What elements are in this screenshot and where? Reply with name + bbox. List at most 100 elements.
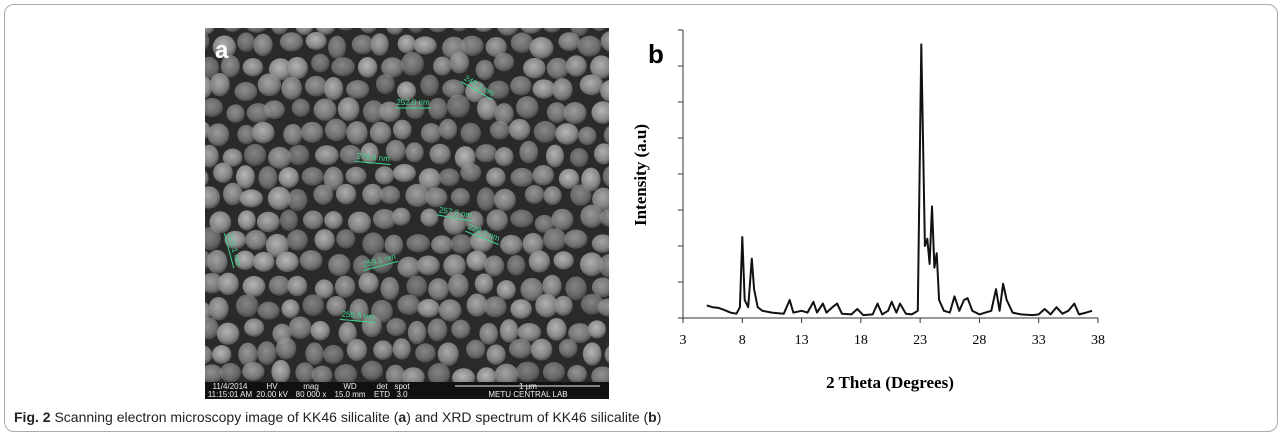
grain bbox=[476, 187, 496, 212]
grain bbox=[235, 294, 259, 318]
grain bbox=[331, 57, 355, 77]
grain bbox=[551, 208, 574, 231]
grain bbox=[258, 166, 278, 190]
measurement-line bbox=[223, 233, 235, 269]
grain bbox=[283, 123, 303, 146]
grain bbox=[510, 76, 532, 96]
grain bbox=[205, 144, 219, 168]
x-axis-label: 2 Theta (Degrees) bbox=[826, 373, 954, 392]
grain bbox=[278, 167, 300, 188]
grain bbox=[242, 275, 266, 297]
grain bbox=[375, 73, 395, 95]
grain bbox=[323, 166, 344, 191]
grain bbox=[220, 55, 240, 78]
grain bbox=[314, 229, 335, 251]
lab-name: METU CENTRAL LAB bbox=[488, 390, 567, 399]
grain bbox=[554, 295, 573, 316]
grain bbox=[542, 274, 562, 298]
grain bbox=[265, 233, 289, 258]
figure-frame bbox=[4, 4, 1278, 432]
grain bbox=[530, 338, 553, 361]
grain bbox=[417, 299, 440, 318]
grain bbox=[534, 214, 554, 233]
grain bbox=[324, 118, 348, 142]
grain bbox=[449, 51, 470, 74]
caption-ref: a bbox=[398, 409, 407, 425]
grain bbox=[578, 126, 597, 146]
grain bbox=[529, 36, 554, 59]
grain bbox=[494, 363, 519, 382]
grain bbox=[275, 337, 297, 360]
grain bbox=[291, 98, 311, 117]
x-tick-label: 13 bbox=[795, 333, 809, 348]
grain bbox=[244, 318, 265, 337]
grain bbox=[405, 142, 424, 163]
grain bbox=[520, 28, 542, 34]
info-cell: 11:15:01 AM bbox=[208, 390, 253, 399]
grain bbox=[339, 144, 362, 165]
grain bbox=[433, 56, 452, 76]
grain bbox=[542, 362, 566, 382]
grain bbox=[507, 254, 526, 276]
grain bbox=[391, 207, 411, 226]
grain bbox=[205, 226, 221, 251]
grain bbox=[460, 122, 481, 144]
grain bbox=[357, 57, 378, 78]
grain bbox=[438, 118, 458, 140]
info-cell: 20.00 kV bbox=[256, 390, 288, 399]
grain bbox=[592, 28, 606, 32]
grain bbox=[257, 341, 277, 366]
grain bbox=[338, 28, 354, 31]
grain bbox=[212, 35, 237, 59]
grain bbox=[397, 81, 417, 101]
grain bbox=[415, 343, 436, 363]
grain bbox=[438, 168, 460, 187]
grain bbox=[427, 318, 448, 342]
info-cell: 15.0 mm bbox=[334, 390, 365, 399]
grain bbox=[311, 365, 333, 382]
grain bbox=[602, 165, 609, 188]
grain bbox=[600, 31, 609, 52]
grain bbox=[362, 100, 385, 124]
info-cell: 11/4/2014 bbox=[213, 382, 249, 391]
grain bbox=[581, 167, 601, 192]
grain bbox=[346, 121, 368, 145]
grain bbox=[489, 120, 510, 140]
grain bbox=[546, 57, 569, 80]
measurement-line bbox=[460, 81, 493, 101]
grain bbox=[600, 80, 609, 102]
grain bbox=[494, 103, 514, 125]
grain bbox=[205, 32, 210, 50]
caption: Fig. 2 Scanning electron microscopy imag… bbox=[14, 409, 661, 425]
grain bbox=[476, 367, 497, 382]
info-cell: HV bbox=[266, 382, 278, 391]
grain bbox=[591, 366, 609, 382]
grain bbox=[212, 345, 232, 364]
grain bbox=[515, 96, 539, 119]
grain bbox=[465, 80, 487, 103]
grain bbox=[416, 255, 440, 276]
caption-text: ) bbox=[656, 409, 662, 425]
grain bbox=[314, 145, 339, 166]
grain bbox=[226, 104, 245, 123]
grain bbox=[237, 32, 256, 52]
grain bbox=[465, 210, 484, 232]
grain bbox=[362, 232, 385, 256]
grain bbox=[245, 229, 267, 251]
grain bbox=[552, 78, 573, 101]
grain bbox=[222, 148, 243, 167]
grain bbox=[275, 251, 299, 273]
grain bbox=[469, 230, 494, 253]
grain bbox=[452, 28, 467, 32]
grain bbox=[546, 318, 567, 341]
grain bbox=[597, 298, 609, 317]
grain bbox=[397, 34, 416, 54]
caption-text: ) and XRD spectrum of KK46 silicalite ( bbox=[406, 409, 649, 425]
info-cell: mag bbox=[303, 382, 319, 391]
grain bbox=[370, 33, 389, 56]
grain bbox=[337, 97, 360, 121]
measurement-line bbox=[354, 160, 391, 166]
grain bbox=[302, 294, 325, 317]
grain bbox=[431, 235, 453, 255]
